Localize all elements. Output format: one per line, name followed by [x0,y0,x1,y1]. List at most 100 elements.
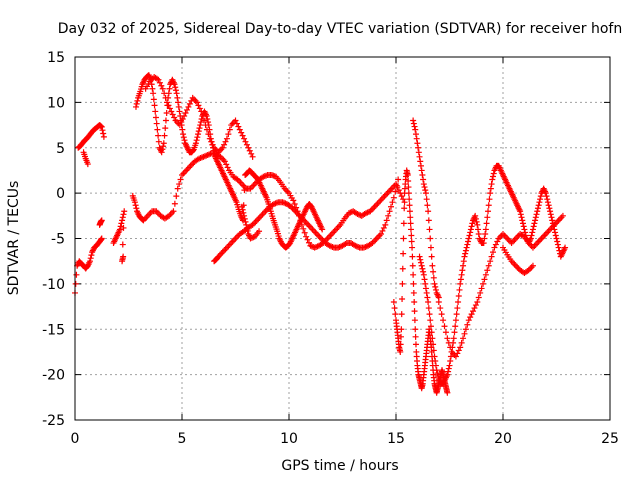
data-point-trace_j [179,116,186,123]
data-point-trace_i [181,137,188,144]
data-point-trace_m [445,365,452,372]
data-point-trace_i [134,97,141,104]
data-point-trace_m [425,305,432,312]
data-point-trace_f [171,200,178,207]
data-point-trace_n [492,241,499,248]
data-point-trace_m [490,173,497,180]
data-point-trace_a [88,252,95,259]
data-point-trace_f [401,199,408,206]
data-point-trace_n [481,276,488,283]
data-point-trace_n [447,344,454,351]
data-point-trace_m [428,329,435,336]
data-point-trace_m [528,232,535,239]
data-point-trace_m [475,226,482,233]
data-point-trace_h [244,227,251,234]
data-point-trace_k [397,341,404,348]
data-point-trace_m [534,208,541,215]
data-point-trace_m [457,276,464,283]
data-point-trace_h [240,209,247,216]
data-point-trace_m [474,221,481,228]
data-point-trace_m [517,208,524,215]
data-point-trace_m [450,335,457,342]
data-point-trace_m [548,214,555,221]
data-point-trace_m [467,226,474,233]
data-point-trace_f [304,236,311,243]
data-point-trace_l [421,184,428,191]
data-point-trace_f [398,193,405,200]
data-point-trace_g [392,188,399,195]
data-point-trace_j [225,131,232,138]
data-point-trace_j [208,138,215,145]
data-point-trace_n [464,321,471,328]
data-point-trace_f [308,243,315,250]
data-point-trace_j [181,112,188,119]
data-point-trace_f [290,197,297,204]
data-point-trace_g [386,208,393,215]
data-point-trace_h [243,221,250,228]
data-point-trace_m [547,208,554,215]
data-point-trace_j [232,117,239,124]
data-point-trace_m [419,265,426,272]
data-point-trace_i [175,99,182,106]
data-point-trace_e [120,211,127,218]
data-point-trace_i [162,117,169,124]
data-point-trace_j [162,94,169,101]
data-point-trace_h [243,224,250,231]
chart-title: Day 032 of 2025, Sidereal Day-to-day VTE… [58,21,622,37]
data-point-trace_l [424,202,431,209]
data-point-trace_m [487,190,494,197]
data-point-trace_i [180,134,187,141]
data-point-trace_i [240,202,247,209]
data-point-trace_m [519,217,526,224]
data-point-trace_n [444,335,451,342]
data-point-trace_m [472,215,479,222]
data-point-trace_f [221,158,228,165]
data-point-trace_l [427,235,434,242]
data-point-trace_f [291,201,298,208]
data-point-trace_j [221,141,228,148]
data-point-trace_m [521,226,528,233]
data-point-trace_i [162,125,169,132]
data-point-trace_m [547,211,554,218]
data-point-trace_m [537,193,544,200]
data-point-trace_m [429,335,436,342]
data-point-trace_l [428,253,435,260]
data-point-trace_k [412,333,419,340]
data-point-trace_m [422,285,429,292]
data-point-trace_j [158,82,165,89]
data-point-trace_l [422,187,429,194]
data-point-trace_j [238,129,245,136]
data-point-trace_m [432,358,439,365]
data-point-trace_f [132,202,139,209]
data-point-trace_m [554,241,561,248]
data-point-trace_a [86,258,93,265]
data-point-trace_k [397,333,404,340]
data-point-trace_m [423,289,430,296]
data-point-trace_m [482,226,489,233]
data-point-trace_j [199,112,206,119]
data-point-trace_e [120,224,127,231]
data-point-trace_o [529,262,536,269]
data-point-trace_l [417,162,424,169]
data-point-trace_i [179,126,186,133]
data-point-trace_m [434,370,441,377]
data-point-trace_l [413,135,420,142]
data-point-trace_k [405,190,412,197]
data-point-trace_m [433,367,440,374]
data-point-trace_j [185,103,192,110]
data-point-trace_n [452,353,459,360]
data-point-trace_m [456,286,463,293]
data-point-trace_i [152,114,159,121]
data-point-trace_f [301,229,308,236]
data-point-trace_f [395,187,402,194]
data-point-trace_i [190,147,197,154]
y-tick-label: 10 [47,95,65,111]
data-point-trace_b [98,123,105,130]
data-point-trace_j [171,114,178,121]
data-point-trace_f [224,164,231,171]
data-point-trace_j [183,106,190,113]
data-point-trace_j [164,99,171,106]
data-point-trace_l [416,153,423,160]
data-point-trace_i [155,138,162,145]
data-point-trace_k [408,232,415,239]
